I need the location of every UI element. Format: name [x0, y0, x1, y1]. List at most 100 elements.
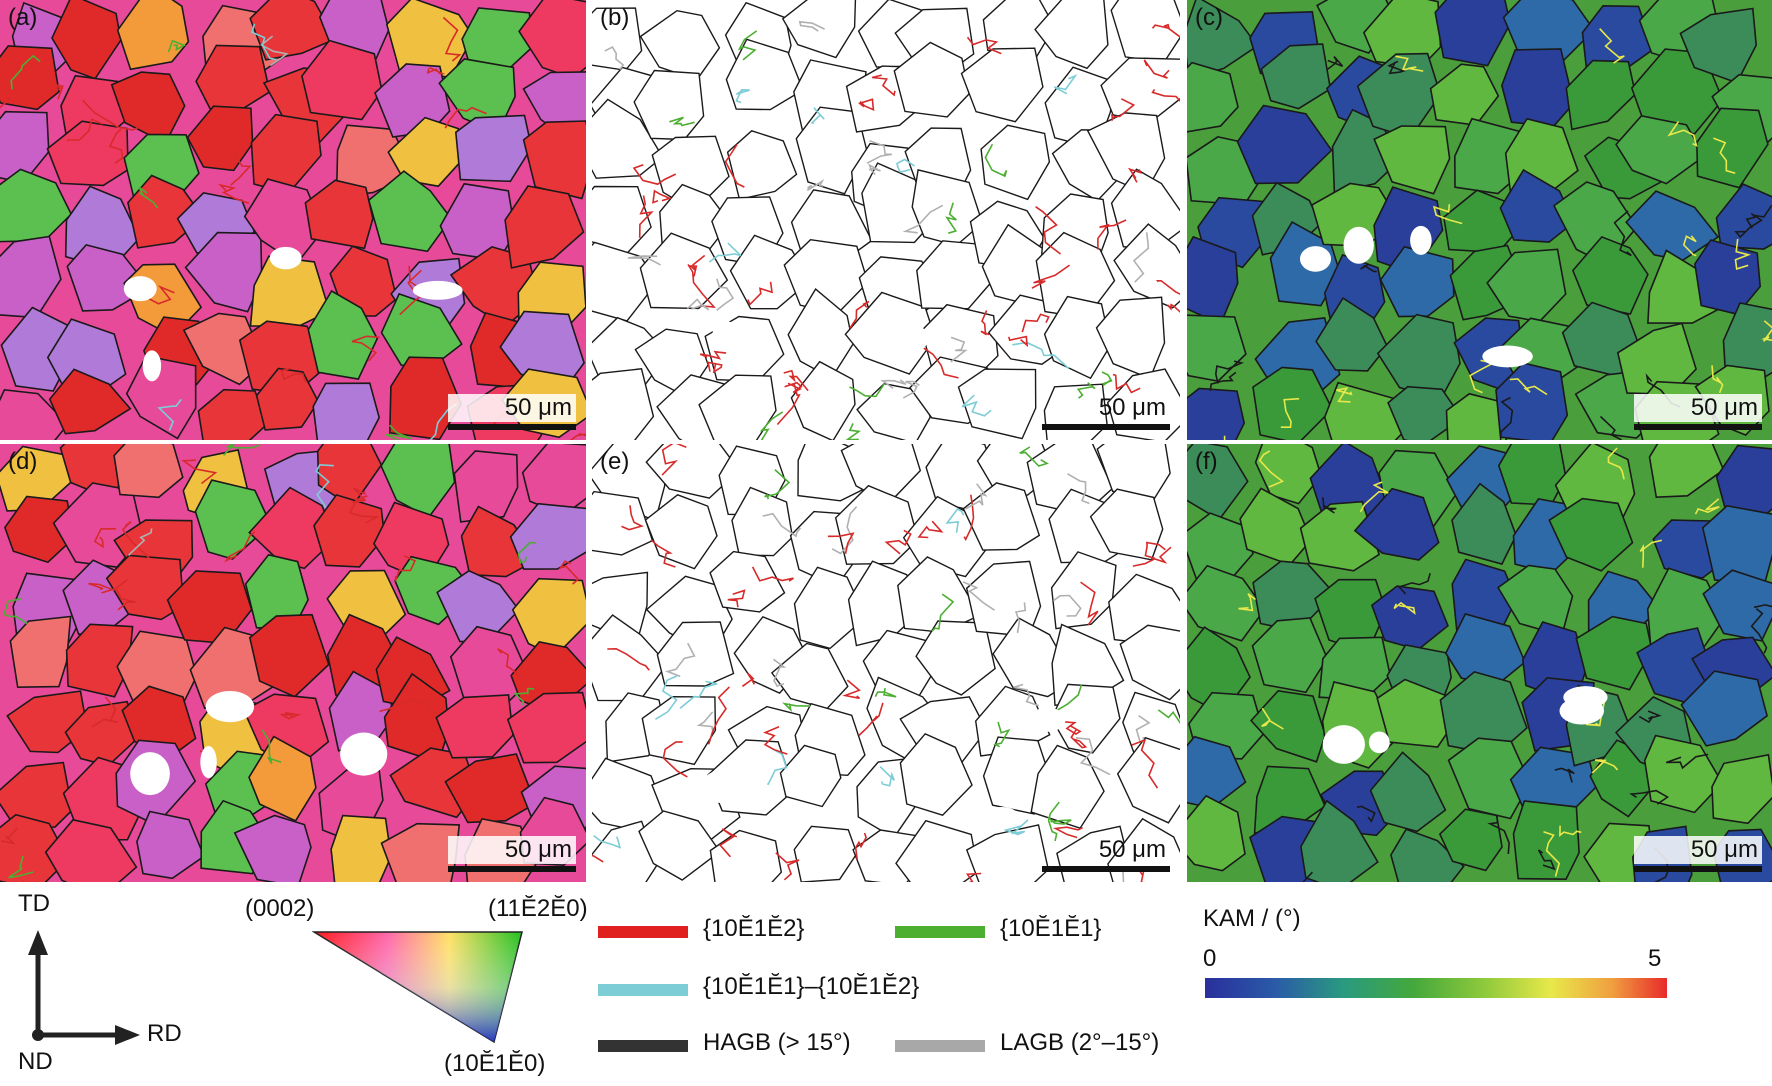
scale-bar-label: 50 μm	[448, 394, 576, 422]
boundary-line	[3, 598, 28, 625]
boundary-line	[592, 854, 604, 863]
grain	[453, 450, 519, 523]
boundary-line	[650, 539, 676, 568]
boundary-line	[810, 107, 825, 125]
boundary-line	[845, 423, 861, 440]
boundary-line	[280, 367, 307, 383]
boundary-line	[879, 766, 895, 787]
grain	[367, 170, 453, 253]
grain	[1497, 444, 1567, 506]
scale-bar: 50 μm	[448, 394, 576, 430]
boundary-line	[1132, 232, 1150, 283]
panel-f: (f) 50 μm	[1187, 444, 1772, 882]
swatch-hagb	[598, 1040, 688, 1052]
unindexed-spot	[1482, 345, 1533, 368]
boundary-line	[1112, 373, 1141, 394]
legend-1011-label: {10Ĕ1Ĕ1}	[1000, 915, 1102, 942]
grain	[0, 388, 69, 440]
boundary-line	[782, 702, 811, 713]
grain	[65, 623, 134, 698]
scale-bar: 50 μm	[1634, 836, 1762, 872]
grain	[1050, 551, 1117, 630]
boundary-line	[279, 712, 302, 720]
grain	[1116, 736, 1180, 824]
boundary-line	[1035, 206, 1061, 255]
boundary-line	[1135, 714, 1151, 744]
grain	[248, 735, 317, 822]
boundary-line	[1359, 481, 1389, 513]
panel-label: (d)	[8, 448, 38, 475]
boundary-line	[181, 459, 218, 485]
boundary-line	[747, 281, 773, 306]
boundary-line	[1258, 450, 1284, 488]
boundary-line	[1132, 546, 1172, 567]
boundary-line	[707, 686, 730, 745]
boundary-line	[1003, 819, 1029, 836]
legend-1012-label: {10Ĕ1Ĕ2}	[703, 915, 805, 942]
boundary-line	[1638, 710, 1662, 724]
boundary-line	[251, 23, 277, 61]
grain	[330, 814, 392, 882]
grain	[1260, 43, 1332, 110]
boundary-line	[963, 494, 975, 542]
boundary-line	[604, 45, 625, 70]
panel-label: (b)	[600, 4, 630, 31]
grain	[444, 753, 537, 824]
boundary-line	[980, 310, 990, 336]
rd-label: RD	[147, 1020, 182, 1047]
grain	[1499, 168, 1575, 243]
boundary-line	[1711, 365, 1724, 394]
boundary-line	[352, 487, 367, 504]
boundary-line	[679, 680, 718, 710]
boundary-line	[1052, 826, 1083, 839]
boundary-line	[962, 581, 995, 611]
grain	[125, 355, 197, 440]
boundary-line	[1387, 60, 1406, 75]
boundary-line	[558, 560, 580, 585]
boundary-line	[621, 505, 644, 531]
grain	[698, 374, 777, 440]
boundary-line	[385, 424, 412, 440]
grain	[895, 819, 980, 882]
scale-bar: 50 μm	[448, 836, 576, 872]
boundary-line	[966, 36, 1002, 55]
boundary-line	[1613, 210, 1632, 257]
boundary-line	[884, 529, 912, 555]
scale-bar-label: 50 μm	[448, 836, 576, 864]
grain	[0, 761, 74, 829]
boundary-line	[849, 300, 870, 329]
grain	[1495, 362, 1569, 440]
unindexed-spot	[790, 676, 812, 698]
boundary-line	[688, 254, 706, 277]
boundary-line	[696, 711, 714, 732]
grain	[116, 0, 190, 71]
boundary-line	[1639, 539, 1662, 568]
unindexed-spot	[1410, 225, 1432, 255]
grain	[1648, 444, 1725, 499]
boundary-line	[1397, 572, 1431, 595]
boundary-line	[49, 83, 64, 100]
unindexed-spot	[269, 246, 302, 270]
panel-b: (b) 50 μm	[592, 0, 1180, 440]
boundary-line	[806, 179, 825, 191]
boundary-line	[902, 380, 920, 399]
grain	[1447, 737, 1531, 820]
boundary-line	[699, 350, 727, 360]
boundary-line	[1070, 728, 1088, 749]
grain	[1571, 235, 1649, 315]
boundary-line	[716, 278, 735, 311]
grain	[793, 566, 867, 650]
boundary-line	[517, 541, 537, 564]
boundary-line	[1151, 88, 1180, 103]
boundary-line	[627, 255, 661, 266]
grain	[329, 245, 398, 317]
boundary-line	[1667, 121, 1698, 148]
boundary-line	[708, 242, 742, 263]
grain	[9, 615, 72, 689]
boundary-line	[513, 687, 535, 706]
unindexed-spot	[1563, 686, 1608, 709]
grain	[1373, 125, 1451, 195]
grain	[899, 732, 973, 816]
unindexed-spot	[200, 745, 217, 779]
scale-bar-line	[1042, 866, 1170, 872]
